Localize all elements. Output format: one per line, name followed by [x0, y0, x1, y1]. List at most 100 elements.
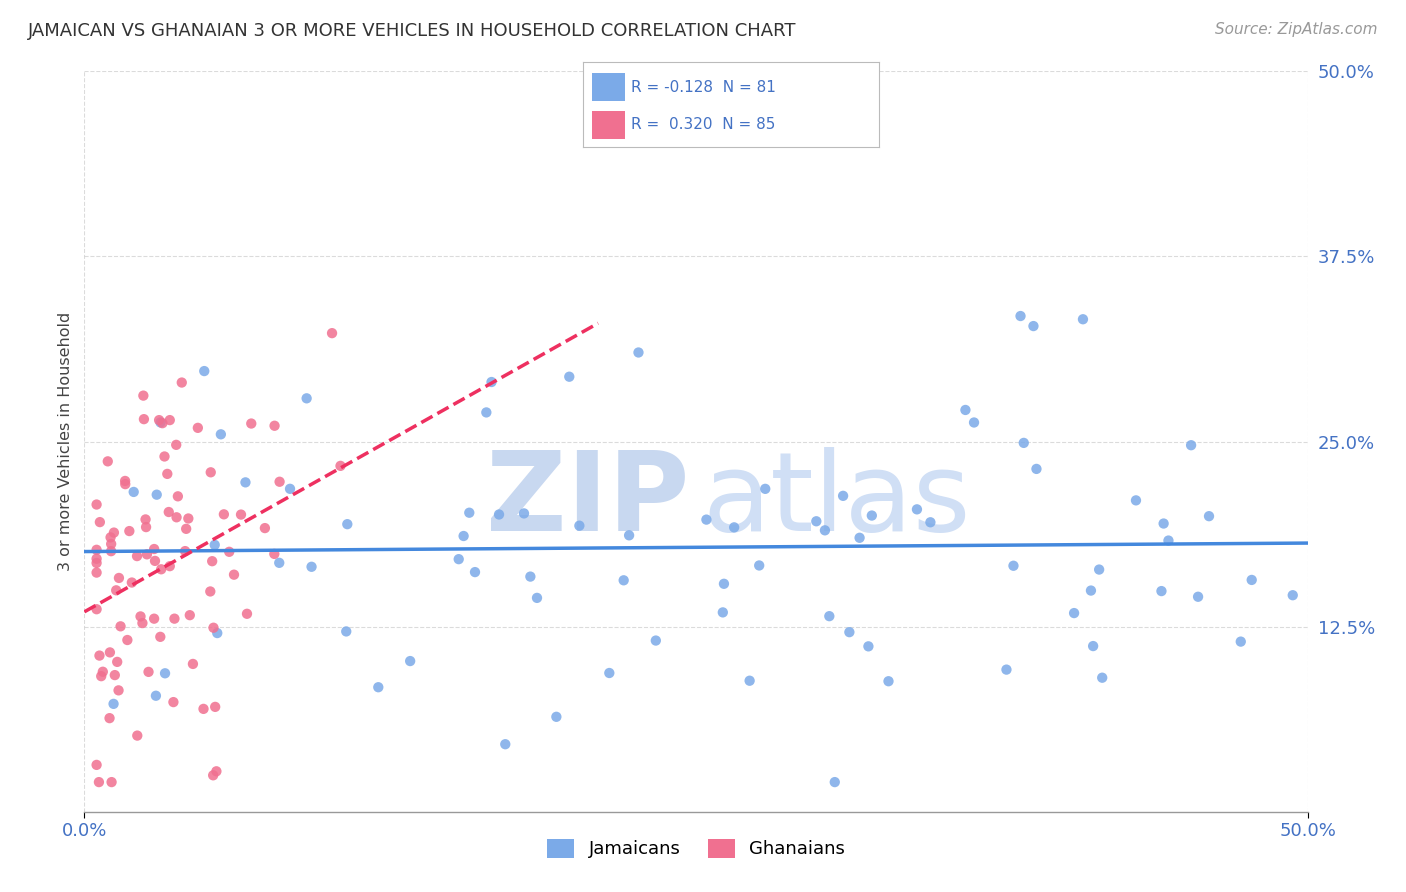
Point [212, 508, 235, 522]
Point [1198, 509, 1220, 524]
Point [114, 474, 136, 488]
Point [218, 545, 240, 559]
Point [114, 477, 136, 491]
Point [156, 467, 179, 481]
Point [1063, 606, 1085, 620]
Point [89, 515, 111, 529]
Bar [592, 73, 624, 102]
Point [617, 528, 640, 542]
Point [89, 648, 111, 663]
Point [121, 575, 143, 590]
Point [127, 729, 149, 743]
Point [1153, 516, 1175, 531]
Point [858, 640, 880, 654]
Point [1022, 319, 1045, 334]
Text: JAMAICAN VS GHANAIAN 3 OR MORE VEHICLES IN HOUSEHOLD CORRELATION CHART: JAMAICAN VS GHANAIAN 3 OR MORE VEHICLES … [28, 22, 797, 40]
Point [86, 556, 108, 570]
Point [166, 510, 188, 524]
Point [464, 565, 486, 579]
Point [240, 417, 263, 431]
Point [103, 525, 125, 540]
Point [955, 403, 977, 417]
Point [1010, 309, 1032, 323]
Point [125, 549, 148, 563]
Point [860, 508, 883, 523]
Point [321, 326, 343, 340]
Point [995, 663, 1018, 677]
Point [713, 576, 735, 591]
Point [153, 666, 176, 681]
Point [135, 512, 157, 526]
Point [336, 517, 359, 532]
Point [236, 607, 259, 621]
Point [818, 609, 841, 624]
Point [100, 530, 122, 544]
Point [453, 529, 475, 543]
Point [165, 438, 187, 452]
Point [174, 544, 197, 558]
Point [1187, 590, 1209, 604]
Point [98, 645, 121, 659]
Point [738, 673, 761, 688]
Point [824, 775, 846, 789]
Point [329, 458, 352, 473]
Point [253, 521, 276, 535]
Point [132, 412, 155, 426]
Point [131, 616, 153, 631]
Point [100, 537, 122, 551]
Point [695, 513, 717, 527]
Point [108, 571, 131, 585]
Point [86, 498, 108, 512]
Point [149, 630, 172, 644]
Point [229, 508, 252, 522]
Point [235, 475, 257, 490]
Point [122, 485, 145, 500]
Point [1088, 563, 1111, 577]
Point [143, 554, 166, 568]
Point [157, 505, 180, 519]
Point [181, 657, 204, 671]
Point [153, 450, 176, 464]
Point [832, 489, 855, 503]
Point [204, 699, 226, 714]
Point [143, 612, 166, 626]
Point [513, 507, 536, 521]
Point [627, 345, 650, 359]
Text: atlas: atlas [702, 447, 970, 554]
Point [150, 562, 173, 576]
Text: R = -0.128  N = 81: R = -0.128 N = 81 [631, 80, 776, 95]
Point [205, 764, 228, 779]
Point [86, 757, 108, 772]
Point [87, 775, 110, 789]
Point [100, 775, 122, 789]
Point [159, 559, 181, 574]
Point [568, 518, 591, 533]
Point [174, 522, 197, 536]
Point [145, 689, 167, 703]
Point [613, 574, 636, 588]
Point [269, 556, 291, 570]
Point [814, 524, 837, 538]
Point [167, 489, 190, 503]
Text: R =  0.320  N = 85: R = 0.320 N = 85 [631, 117, 775, 132]
Text: Source: ZipAtlas.com: Source: ZipAtlas.com [1215, 22, 1378, 37]
Point [86, 566, 108, 580]
Point [1080, 583, 1102, 598]
Point [86, 542, 108, 557]
Point [558, 369, 581, 384]
Point [494, 737, 516, 751]
Point [526, 591, 548, 605]
Point [754, 482, 776, 496]
Point [117, 633, 139, 648]
Point [838, 625, 860, 640]
Point [179, 608, 201, 623]
Point [1002, 558, 1025, 573]
Point [143, 541, 166, 556]
Point [98, 711, 121, 725]
Point [110, 619, 132, 633]
Point [91, 665, 114, 679]
Point [546, 710, 568, 724]
Point [711, 606, 734, 620]
Point [200, 584, 222, 599]
Point [187, 421, 209, 435]
